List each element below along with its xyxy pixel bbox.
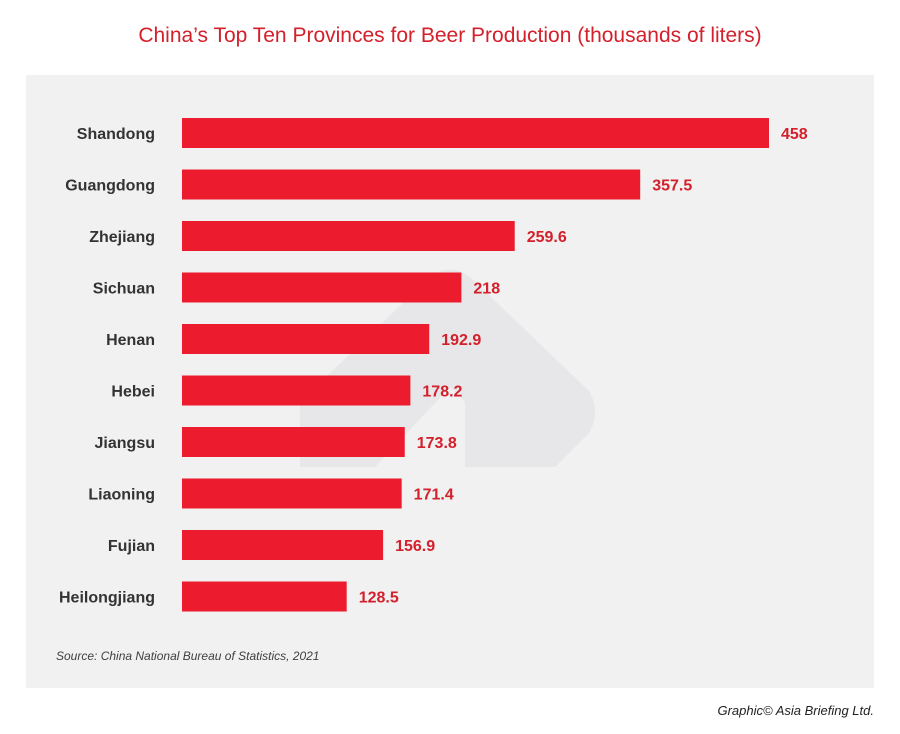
value-label-hebei: 178.2 (422, 384, 462, 401)
bar-jiangsu (182, 427, 405, 457)
bar-sichuan (182, 272, 462, 303)
category-label-guangdong: Guangdong (65, 178, 155, 195)
watermark-logo-icon (300, 269, 595, 467)
value-label-fujian: 156.9 (395, 538, 435, 555)
category-label-fujian: Fujian (108, 538, 155, 555)
category-label-zhejiang: Zhejiang (89, 229, 155, 246)
value-label-shandong: 458 (781, 126, 808, 143)
bar-shandong (182, 118, 769, 148)
bar-fujian (182, 530, 384, 560)
value-label-heilongjiang: 128.5 (359, 590, 399, 607)
value-label-liaoning: 171.4 (414, 487, 454, 504)
category-label-liaoning: Liaoning (88, 487, 155, 504)
category-label-jiangsu: Jiangsu (95, 435, 155, 452)
value-label-guangdong: 357.5 (652, 178, 692, 195)
category-label-hebei: Hebei (111, 384, 155, 401)
value-label-sichuan: 218 (473, 281, 500, 298)
category-label-henan: Henan (106, 332, 155, 349)
bar-guangdong (182, 169, 641, 200)
category-label-heilongjiang: Heilongjiang (59, 590, 155, 607)
category-label-shandong: Shandong (77, 126, 155, 143)
value-label-henan: 192.9 (441, 332, 481, 349)
source-note: Source: China National Bureau of Statist… (56, 649, 320, 663)
bar-hebei (182, 375, 411, 406)
graphic-credit: Graphic© Asia Briefing Ltd. (717, 703, 874, 718)
category-label-sichuan: Sichuan (93, 281, 155, 298)
bar-liaoning (182, 478, 402, 509)
value-label-jiangsu: 173.8 (417, 435, 457, 452)
chart-title: China’s Top Ten Provinces for Beer Produ… (138, 24, 762, 47)
bar-heilongjiang (182, 581, 347, 612)
bar-zhejiang (182, 221, 515, 251)
value-label-zhejiang: 259.6 (527, 229, 567, 246)
bar-henan (182, 324, 430, 354)
